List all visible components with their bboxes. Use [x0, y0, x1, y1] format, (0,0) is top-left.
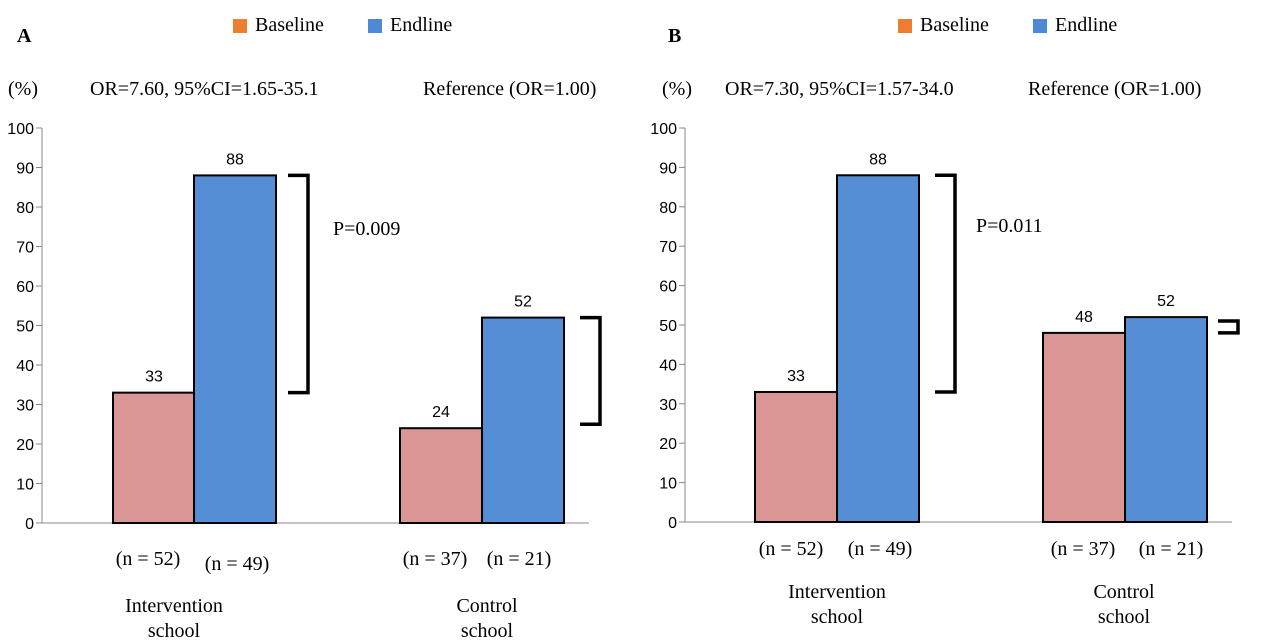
panel-b-y-tick-label: 0	[668, 515, 677, 532]
panel-a-value-label-baseline-intervention: 33	[145, 369, 163, 386]
panel-a-n-label-baseline-control: (n = 37)	[403, 548, 468, 570]
panel-b-legend-swatch-baseline	[898, 19, 912, 33]
panel-a-y-tick-label: 100	[7, 121, 34, 138]
panel-b-n-label-baseline-control: (n = 37)	[1051, 538, 1116, 560]
panel-a-value-label-baseline-control: 24	[432, 404, 450, 421]
panel-a-category-label-intervention: school	[148, 620, 201, 640]
panel-a-or-intervention: OR=7.60, 95%CI=1.65-35.1	[90, 78, 319, 100]
panel-b-category-label-intervention: Intervention	[788, 581, 886, 603]
panel-a-n-label-endline-control: (n = 21)	[487, 548, 552, 570]
panel-b-bar-endline-intervention	[836, 174, 920, 523]
panel-a-category-label-control: Control	[456, 595, 518, 617]
panel-b-value-label-baseline-intervention: 33	[787, 368, 805, 385]
panel-b-y-tick-label: 90	[659, 160, 677, 177]
panel-a-y-tick-label: 80	[16, 200, 34, 217]
panel-a-y-unit: (%)	[8, 78, 38, 100]
panel-b-y-tick-label: 60	[659, 279, 677, 296]
panel-b-label: B	[668, 25, 681, 47]
panel-a-value-label-endline-intervention: 88	[226, 151, 244, 168]
panel-b-y-unit: (%)	[662, 78, 692, 100]
panel-b-bar-endline-control	[1124, 316, 1208, 523]
panel-a-p-value: P=0.009	[333, 218, 400, 240]
panel-a-category-label-control: school	[461, 620, 514, 640]
panel-a-y-tick-label: 90	[16, 161, 34, 178]
panel-b-n-label-endline-control: (n = 21)	[1139, 538, 1204, 560]
panel-b-value-label-endline-control: 52	[1157, 293, 1175, 310]
panel-b-p-value: P=0.011	[976, 215, 1043, 237]
panel-a-bracket-control	[580, 315, 602, 426]
panel-b-or-intervention: OR=7.30, 95%CI=1.57-34.0	[725, 78, 954, 100]
panel-a-y-tick-label: 10	[16, 477, 34, 494]
panel-a-y-tick-label: 70	[16, 240, 34, 257]
panel-a-n-label-endline-intervention: (n = 49)	[205, 553, 270, 575]
panel-a-y-tick-label: 50	[16, 319, 34, 336]
panel-b-y-tick-label: 10	[659, 476, 677, 493]
panel-a-y-tick-label: 0	[25, 516, 34, 533]
panel-b-category-label-control: school	[1098, 606, 1151, 628]
panel-b-legend-label-endline: Endline	[1055, 14, 1117, 36]
panel-a-y-tick-label: 30	[16, 398, 34, 415]
panel-b-n-label-endline-intervention: (n = 49)	[848, 538, 913, 560]
panel-a-legend-label-baseline: Baseline	[255, 14, 324, 36]
panel-b-y-tick-label: 70	[659, 239, 677, 256]
panel-b-value-label-baseline-control: 48	[1075, 309, 1093, 326]
panel-b-n-label-baseline-intervention: (n = 52)	[759, 538, 824, 560]
panel-a-n-label-baseline-intervention: (n = 52)	[116, 548, 181, 570]
panel-a-value-label-endline-control: 52	[514, 294, 532, 311]
panel-a-legend-swatch-endline	[368, 19, 382, 33]
panel-a-bar-endline-control	[481, 316, 565, 524]
panel-b-y-tick-label: 100	[650, 121, 677, 138]
panel-b-y-tick-label: 30	[659, 397, 677, 414]
panel-b-y-tick-label: 40	[659, 357, 677, 374]
panel-b-legend-label-baseline: Baseline	[920, 14, 989, 36]
panel-b-y-tick-label: 20	[659, 436, 677, 453]
panel-a-y-tick-label: 60	[16, 279, 34, 296]
panel-b-bracket-control	[1218, 319, 1240, 335]
panel-b-legend-swatch-endline	[1033, 19, 1047, 33]
panel-a-bar-endline-intervention	[193, 174, 277, 524]
panel-a-category-label-intervention: Intervention	[125, 595, 223, 617]
panel-a-label: A	[17, 25, 32, 47]
panel-b-or-reference: Reference (OR=1.00)	[1028, 78, 1201, 100]
panel-a-or-reference: Reference (OR=1.00)	[423, 78, 596, 100]
panel-b-bar-baseline-intervention	[754, 390, 838, 524]
panel-b-y-tick-label: 80	[659, 200, 677, 217]
panel-a-y-tick-label: 20	[16, 437, 34, 454]
panel-b-category-label-control: Control	[1093, 581, 1155, 603]
panel-b-bar-baseline-control	[1042, 331, 1126, 523]
panel-b-y-tick-label: 50	[659, 318, 677, 335]
panel-a-legend-label-endline: Endline	[390, 14, 452, 36]
panel-a-bar-baseline-control	[399, 427, 483, 525]
panel-a-bar-baseline-intervention	[112, 391, 196, 524]
panel-a-y-tick-label: 40	[16, 358, 34, 375]
panel-b-bracket-intervention	[935, 173, 957, 394]
panel-b-category-label-intervention: school	[811, 606, 864, 628]
panel-a-legend-swatch-baseline	[233, 19, 247, 33]
panel-a-bracket-intervention	[288, 173, 310, 395]
panel-b-value-label-endline-intervention: 88	[869, 151, 887, 168]
